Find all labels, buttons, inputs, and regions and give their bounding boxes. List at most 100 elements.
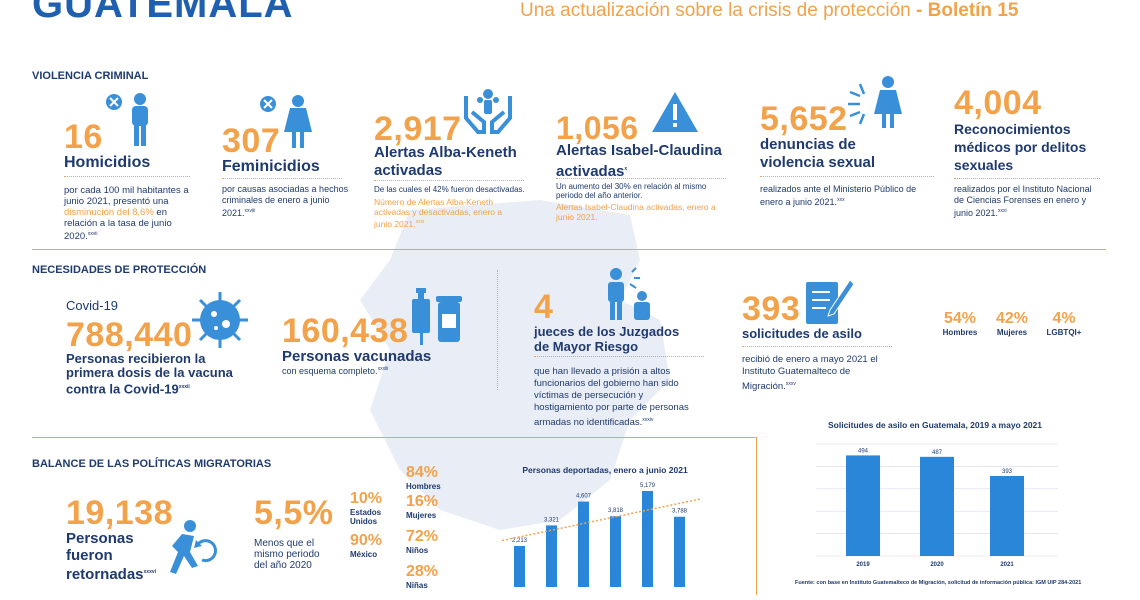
covid-label: Personas recibieron la primera dosis de … [66,351,236,397]
deportadas-value-label: 3,321 [544,517,560,523]
homicidios-number: 16 [64,118,103,156]
vacunados-number: 160,438 [282,312,409,350]
footnote-ref: x [624,166,628,172]
origen-mexico: 90% México [350,532,382,559]
denuncias-desc: realizados ante el Ministerio Público de… [760,184,940,208]
alba-desc-source: Número de Alertas Alba-Keneth activadas … [374,197,514,229]
asilo-tick-label: 2021 [1000,562,1014,568]
jueces-desc: que han llevado a prisión a altos funcio… [534,366,704,429]
asilo-split-lgbtqi: 4% LGBTQI+ [1044,310,1084,337]
homicidios-desc-2: en relación a la tasa de junio 2020. [64,207,172,243]
split-pct: 42% [995,310,1029,327]
feminicidios-desc: por causas asociadas a hechos criminales… [222,184,352,219]
bulletin-number: - Boletín 15 [916,0,1019,21]
footnote-ref: xxviii [244,208,256,214]
asilo-chart: 494 2019 487 2020 393 2021 [816,443,1058,568]
isabel-number: 1,056 [556,110,639,146]
homicidios-label: Homicidios [64,154,151,171]
page-subtitle: Una actualización sobre la crisis de pro… [520,0,1018,22]
deportadas-chart-title: Personas deportadas, enero a junio 2021 [522,465,688,475]
deportadas-value-label: 3,818 [608,508,624,514]
divider [760,176,934,177]
covid-title: Covid-19 [66,298,119,313]
retornadas-number: 19,138 [66,494,173,532]
footnote-ref: xxx [837,197,845,203]
footnote-ref: xxix [415,219,425,225]
footnote-ref: xxxiii [377,366,389,372]
deportadas-bar [610,516,621,587]
grupo-pct: 72% [406,528,439,545]
reconocimientos-desc: realizados por el Instituto Nacional de … [954,184,1104,219]
vacunados-label: Personas vacunadas [282,348,432,365]
origen-label: México [350,550,378,559]
origen-pct: 10% [350,490,383,507]
asilo-value-label: 494 [858,448,869,454]
section-divider [32,249,1106,250]
origen-pct: 90% [350,532,383,549]
asilo-value-label: 393 [1002,469,1013,475]
page-title: GUATEMALA [32,0,294,26]
asilo-desc: recibió de enero a mayo 2021 el Institut… [742,354,882,393]
deportadas-value-label: 3,788 [672,509,688,515]
reconocimientos-number: 4,004 [954,84,1042,122]
footnote-ref: xxvii [87,231,98,237]
split-label: Hombres [942,328,978,337]
vertical-divider [497,270,498,390]
person-x-icon [106,93,148,146]
deportadas-value-label: 5,179 [640,483,656,489]
alba-source-text: Número de Alertas Alba-Keneth activadas … [374,197,503,229]
homicidios-highlight: disminución del 8,6% [64,207,154,218]
reduccion-desc: Menos que el mismo periodo del año 2020 [254,538,320,571]
covid-label-text: Personas recibieron la primera dosis de … [66,351,233,397]
feminicidios-desc-text: por causas asociadas a hechos criminales… [222,184,349,218]
vaccine-icon [412,288,462,345]
vacunados-desc: con esquema completo.xxxiii [282,364,388,377]
woman-burst-icon [848,76,902,128]
chart-source: Fuente: con base en Instituto Guatemalte… [795,580,1082,586]
document-pen-icon [806,279,855,324]
asilo-value-label: 487 [932,450,943,456]
deportadas-bar [578,501,589,587]
virus-icon [192,292,248,348]
divider [64,176,190,177]
isabel-desc: Un aumento del 30% en relación al mismo … [556,182,707,200]
vacunados-desc-text: con esquema completo. [282,366,378,376]
denuncias-label: denuncias de violencia sexual [760,136,876,171]
section-title-violencia: VIOLENCIA CRIMINAL [32,70,149,82]
asilo-bar [920,456,954,556]
grupo-hombres: 84% Hombres [406,464,441,491]
grupo-label: Hombres [406,482,441,491]
covid-number: 788,440 [66,316,193,354]
jueces-desc-text: que han llevado a prisión a altos funcio… [534,366,689,429]
retornadas-label-text: Personas fueron retornadas [66,530,144,583]
deportadas-trendline [501,498,701,542]
deportadas-bar [514,545,525,587]
section-title-balance: BALANCE DE LAS POLÍTICAS MIGRATORIAS [32,458,272,470]
homicidios-desc: por cada 100 mil habitantes a junio 2021… [64,185,194,242]
deportadas-bar [674,516,685,587]
grupo-pct: 84% [406,464,439,481]
footnote-ref: xxxvi [143,569,157,575]
footnote-ref: xxxv [785,381,796,387]
reconocimientos-label: Reconocimientos médicos por delitos sexu… [954,121,1087,173]
judge-icon [608,267,650,320]
grupo-label: Niñas [406,581,428,590]
vertical-divider [756,437,757,595]
split-label: Mujeres [996,328,1028,337]
grupo-ninas: 28% Niñas [406,563,438,590]
section-divider [32,437,756,438]
feminicidios-number: 307 [222,122,281,160]
alba-label: Alertas Alba-Keneth activadas [374,144,517,179]
reconocimientos-desc-text: realizados por el Instituto Nacional de … [954,184,1092,218]
divider [534,356,704,357]
isabel-desc-source: Alertas Isabel-Claudina activadas, enero… [556,202,716,222]
asilo-number: 393 [742,290,801,328]
split-label: LGBTQI+ [1046,328,1082,337]
asilo-bar [990,475,1024,556]
divider [742,346,892,347]
footnote-ref: xxxii [178,384,190,390]
split-pct: 4% [1052,310,1076,327]
alba-desc: De las cuales el 42% fueron desactivadas… [374,185,525,194]
feminicidios-label: Feminicidios [222,158,320,175]
origen-usa: 10% Estados Unidos [350,490,390,526]
